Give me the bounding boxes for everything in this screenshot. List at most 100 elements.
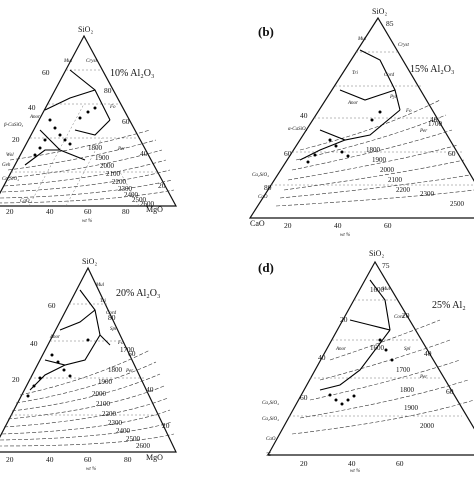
phase-label-a-5: Wol (6, 153, 14, 158)
isotherm-label-b-3: 2000 (380, 166, 395, 174)
isotherm-label-d-3: 1800 (400, 386, 415, 394)
right-tick-b-0: 40 (430, 115, 438, 124)
vertex-top-b: SiO₂ (372, 7, 387, 16)
left-tick-c-0: 60 (48, 301, 56, 310)
phase-label-b-8: α-CaSiO₃ (288, 127, 308, 132)
right-tick-c-0: 80 (108, 313, 116, 322)
phase-label-d-7: CaO (266, 437, 276, 442)
panel-c: SiO₂ MgO 20% Al₂O₃ 20 40 60 80 wt % 60 4… (0, 257, 177, 472)
phase-label-b-9: Ca₂SiO₄ (252, 173, 269, 178)
phase-label-a-2: Anor (29, 115, 40, 120)
phase-boundaries-a (24, 69, 111, 166)
bottom-tick-a-1: 40 (46, 207, 54, 216)
phase-label-a-4: Per (117, 147, 125, 152)
left-tick-a-2: 20 (12, 135, 20, 144)
phase-label-a-7: β-CaSiO₃ (3, 123, 23, 128)
ternary-triangle-d (266, 260, 474, 456)
composition-grid-d (289, 299, 462, 417)
bottom-tick-c-2: 60 (84, 455, 92, 464)
vertex-right-a: MgO (146, 205, 163, 214)
bottom-tick-c-1: 40 (46, 455, 54, 464)
panel-title-c: 20% Al₂O₃ (116, 288, 160, 299)
left-tick-b-0: 40 (300, 111, 308, 120)
bottom-tick-b-2: 60 (384, 221, 392, 230)
axis-unit-c: wt % (86, 467, 96, 472)
vertex-top-d: SiO₂ (369, 249, 384, 258)
bottom-tick-d-1: 40 (348, 459, 356, 468)
left-tick-d-1: 40 (318, 353, 326, 362)
isotherm-label-d-4: 1900 (404, 404, 419, 412)
panel-d: (d) SiO₂ 75 25% Al₂ 20 40 60 wt % 20 40 … (258, 249, 474, 474)
vertex-left-b: CaO (250, 219, 265, 228)
isotherm-label-b-4: 2100 (388, 176, 403, 184)
right-tick-d-2: 60 (446, 387, 454, 396)
left-tick-d-2: 60 (300, 393, 308, 402)
bottom-tick-d-0: 20 (300, 459, 308, 468)
isotherm-label-b-1: 1800 (366, 146, 381, 154)
isotherm-label-c-7: 2400 (116, 427, 131, 435)
panel-letter-d: (d) (258, 260, 274, 275)
phase-label-b-1: Cryst (398, 43, 409, 48)
phase-label-c-0: Mul (95, 283, 105, 288)
isotherm-label-a-3: 2100 (106, 170, 121, 178)
phase-label-b-6: Fo (405, 109, 412, 114)
panel-title-a: 10% Al₂O₃ (110, 68, 154, 79)
isotherm-label-b-2: 1900 (372, 156, 387, 164)
phase-label-d-5: Ca₂SiO₄ (262, 401, 279, 406)
right-tick-d-1: 40 (424, 349, 432, 358)
phase-label-b-4: Anor (347, 101, 358, 106)
phase-label-a-0: Cryst (86, 59, 97, 64)
bottom-tick-b-1: 40 (334, 221, 342, 230)
phase-label-b-2: Tri (352, 71, 358, 76)
right-tick-c-1: 60 (128, 349, 136, 358)
isotherm-label-a-8: 2600 (140, 200, 155, 208)
left-tick-c-2: 20 (12, 375, 20, 384)
phase-label-b-10: CaO (258, 195, 268, 200)
phase-boundaries-b (299, 49, 401, 161)
phase-label-d-1: Cord (394, 315, 405, 320)
isotherm-label-b-7: 2500 (450, 200, 465, 208)
isotherm-label-a-2: 2000 (100, 162, 115, 170)
top-tick-b: 85 (386, 19, 394, 28)
phase-label-d-2: Anor (335, 347, 346, 352)
isotherm-label-d-0: 1600 (370, 286, 385, 294)
axis-unit-d: wt % (350, 469, 360, 474)
right-tick-a-1: 60 (122, 117, 130, 126)
panel-a: SiO₂ MgO 10% Al₂O₃ 20 40 60 80 wt % 80 6… (0, 25, 178, 224)
isotherm-label-d-5: 2000 (420, 422, 435, 430)
isotherm-label-a-4: 2200 (112, 178, 127, 186)
bottom-tick-a-2: 60 (84, 207, 92, 216)
isotherm-label-c-6: 2300 (108, 419, 123, 427)
axis-unit-a: wt % (82, 219, 92, 224)
phase-label-c-2: Cord (106, 311, 117, 316)
right-tick-a-2: 40 (140, 149, 148, 158)
isotherm-label-c-5: 2200 (102, 410, 117, 418)
phase-label-c-1: Tri (100, 299, 106, 304)
isotherm-label-c-1: 1800 (108, 366, 123, 374)
phase-label-a-3: Fo (109, 105, 116, 110)
isotherm-label-a-5: 2300 (118, 185, 133, 193)
data-points-b (306, 110, 382, 164)
left-tick-b-2: 80 (264, 183, 272, 192)
phase-label-c-3: Spl (110, 327, 117, 332)
phase-label-d-3: Spl (404, 347, 411, 352)
phase-label-c-6: Per (125, 369, 133, 374)
panel-b: (b) SiO₂ 85 CaO 15% Al₂O₃ 20 40 60 wt % … (248, 7, 474, 238)
panel-letter-b: (b) (258, 24, 274, 39)
phase-label-a-6: Geh (2, 163, 11, 168)
right-tick-c-2: 40 (146, 385, 154, 394)
ternary-triangle-a (0, 34, 178, 207)
right-tick-c-3: 20 (162, 421, 170, 430)
isotherm-label-a-0: 1800 (88, 144, 103, 152)
isotherm-label-b-0: 1700 (428, 120, 443, 128)
left-tick-c-1: 40 (30, 339, 38, 348)
phase-label-d-6: Ca₂SiO₄ (262, 417, 279, 422)
right-tick-d-0: 20 (402, 311, 410, 320)
ternary-triangle-c (0, 266, 177, 453)
isotherm-label-b-6: 2300 (420, 190, 435, 198)
isotherm-label-b-5: 2200 (396, 186, 411, 194)
bottom-tick-c-3: 80 (124, 455, 132, 464)
isotherm-label-c-9: 2600 (136, 442, 151, 450)
isotherm-label-c-8: 2500 (126, 435, 141, 443)
